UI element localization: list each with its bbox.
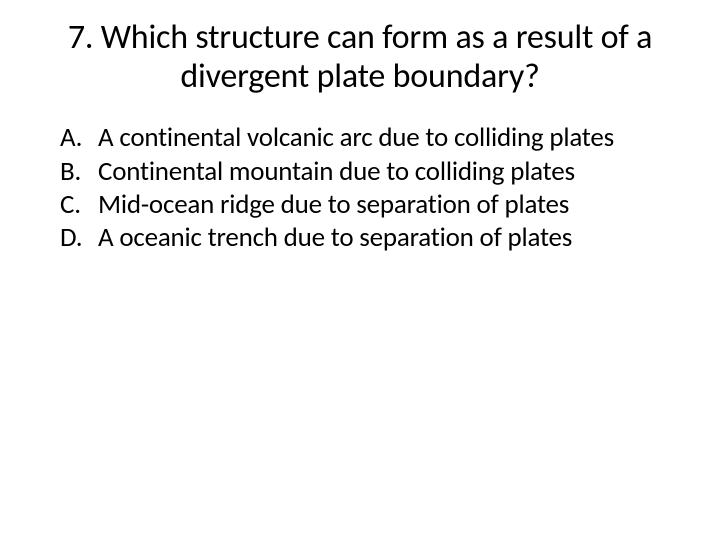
option-letter: B. <box>60 156 98 188</box>
option-c: C. Mid-ocean ridge due to separation of … <box>60 189 682 221</box>
slide-container: 7. Which structure can form as a result … <box>0 0 720 540</box>
option-letter: A. <box>60 122 98 154</box>
option-text: Continental mountain due to colliding pl… <box>98 156 682 188</box>
option-letter: D. <box>60 222 98 254</box>
option-d: D. A oceanic trench due to separation of… <box>60 222 682 254</box>
option-text: Mid-ocean ridge due to separation of pla… <box>98 189 682 221</box>
option-b: B. Continental mountain due to colliding… <box>60 156 682 188</box>
option-text: A continental volcanic arc due to collid… <box>98 122 682 154</box>
option-text: A oceanic trench due to separation of pl… <box>98 222 682 254</box>
options-list: A. A continental volcanic arc due to col… <box>38 122 682 255</box>
option-a: A. A continental volcanic arc due to col… <box>60 122 682 154</box>
question-title: 7. Which structure can form as a result … <box>38 18 682 96</box>
option-letter: C. <box>60 189 98 221</box>
